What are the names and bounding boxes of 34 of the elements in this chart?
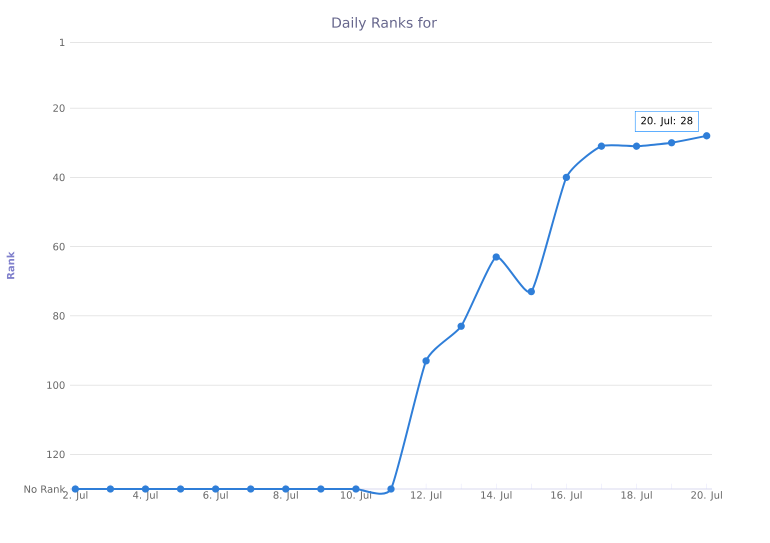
- y-tick-label: 80: [53, 312, 65, 320]
- point: [668, 139, 676, 146]
- point: [562, 174, 570, 182]
- chart-title: Daily Ranks for: [332, 17, 437, 31]
- y-tick-label: 100: [47, 381, 65, 389]
- point: [247, 485, 254, 493]
- y-tick-label: 1: [60, 38, 64, 46]
- point: [598, 142, 606, 150]
- point: [457, 322, 465, 330]
- point: [703, 132, 710, 140]
- annotation: 20. Jul: 28: [641, 116, 692, 126]
- x-tick-label: 12. Jul: [411, 491, 442, 501]
- x-tick-label: 20. Jul: [691, 491, 722, 501]
- point: [632, 142, 640, 150]
- point: [317, 485, 325, 493]
- x-tick-label: 8. Jul: [274, 491, 298, 501]
- y-tick-label: 40: [53, 174, 65, 182]
- point: [176, 485, 184, 493]
- x-tick-label: 4. Jul: [133, 491, 158, 501]
- x-tick-label: 14. Jul: [481, 491, 512, 501]
- x-tick-label: 18. Jul: [622, 491, 652, 501]
- point: [387, 485, 395, 493]
- y-tick-label: 60: [53, 242, 65, 250]
- x-tick-label: 6. Jul: [203, 491, 228, 501]
- y-tick-label: No Rank: [24, 485, 66, 493]
- point: [422, 357, 430, 365]
- point: [492, 253, 500, 261]
- y-axis-title: Rank: [6, 251, 14, 279]
- x-tick-label: 16. Jul: [551, 491, 582, 501]
- x-tick-label: 2. Jul: [63, 491, 88, 501]
- y-tick-label: 20: [53, 104, 65, 112]
- y-tick-label: 120: [47, 450, 65, 458]
- point: [106, 485, 114, 493]
- point: [528, 288, 535, 296]
